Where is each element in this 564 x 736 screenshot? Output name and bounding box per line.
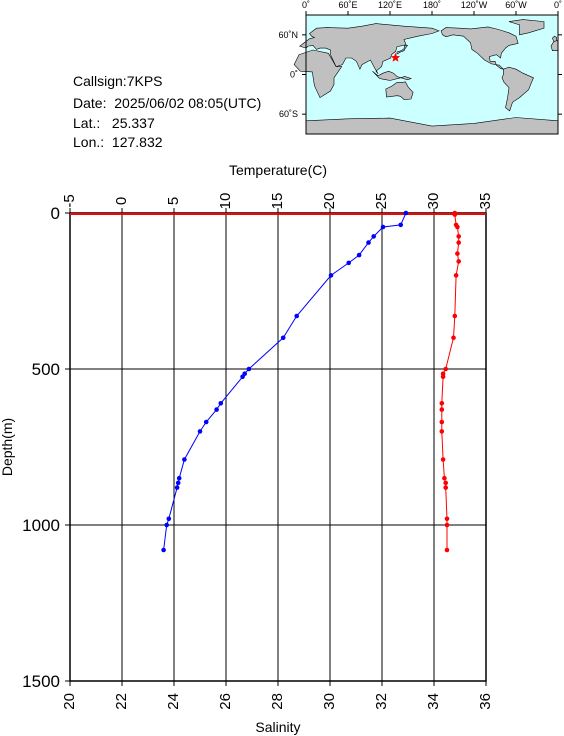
map-lon-label: 0˚	[302, 0, 310, 10]
temperature-data-point	[294, 313, 300, 319]
temperature-data-point	[164, 522, 169, 528]
salinity-data-point	[440, 374, 446, 380]
salinity-data-point	[452, 212, 458, 217]
temperature-data-point	[174, 485, 180, 490]
depth-tick-label: 1500	[22, 672, 60, 691]
salinity-data-point	[456, 259, 462, 264]
temperature-tick-label: -5	[61, 194, 78, 207]
salinity-data-point	[440, 457, 446, 462]
salinity-data-point	[456, 240, 462, 245]
temperature-tick-label: 0	[113, 197, 130, 205]
salinity-data-point	[439, 407, 445, 412]
temperature-data-point	[240, 374, 245, 380]
salinity-data-point	[444, 522, 450, 528]
temperature-data-point	[366, 240, 371, 245]
land-japan	[396, 45, 409, 55]
lat-text: Lat.: 25.337	[73, 115, 155, 131]
salinity-profile-line	[441, 213, 460, 550]
depth-tick-label: 0	[51, 204, 60, 223]
land-north-america	[440, 26, 519, 70]
depth-tick-label: 1000	[22, 516, 60, 535]
salinity-data-point	[443, 366, 449, 372]
map-lat-label: 60˚S	[279, 109, 298, 119]
date-text: Date: 2025/06/02 08:05(UTC)	[73, 95, 262, 111]
salinity-tick-label: 32	[373, 693, 390, 710]
salinity-tick-label: 22	[113, 693, 130, 710]
temperature-data-point	[403, 210, 409, 216]
salinity-axis-title: Salinity	[255, 719, 300, 735]
temperature-tick-label: 15	[269, 193, 286, 210]
temperature-data-point	[161, 547, 166, 553]
salinity-data-point	[439, 419, 445, 425]
temperature-data-point	[280, 335, 286, 341]
salinity-tick-label: 28	[269, 693, 286, 710]
temperature-data-point	[203, 419, 209, 425]
salinity-tick-label: 26	[217, 693, 234, 710]
world-map: 0˚ 60˚E 120˚E 180˚ 120˚W 60˚W 0˚ 60˚N 0˚ 60˚S	[278, 0, 562, 135]
salinity-data-point	[444, 516, 450, 522]
salinity-data-point	[439, 429, 445, 434]
map-lon-label: 0˚	[554, 0, 562, 10]
depth-axis-title: Depth(m)	[0, 418, 15, 476]
salinity-data-point	[439, 401, 445, 406]
callsign-text: Callsign:7KPS	[73, 73, 163, 89]
temperature-data-point	[346, 260, 352, 266]
temperature-tick-label: 30	[425, 193, 442, 210]
temperature-data-point	[176, 475, 182, 481]
temperature-tick-label: 25	[373, 193, 390, 210]
temperature-data-point	[214, 407, 219, 412]
salinity-data-point	[455, 251, 460, 256]
land-south-america	[501, 66, 534, 112]
map-lon-label: 180˚	[423, 0, 441, 10]
land-british-isles	[552, 35, 557, 42]
map-lon-label: 120˚W	[461, 0, 488, 10]
salinity-data-point	[455, 224, 460, 230]
salinity-data-point	[456, 234, 462, 239]
salinity-data-point	[444, 547, 450, 553]
temperature-data-point	[246, 366, 252, 372]
salinity-data-point	[443, 480, 449, 486]
temperature-data-point	[218, 401, 224, 406]
salinity-data-point	[451, 335, 456, 341]
temperature-tick-label: 10	[217, 193, 234, 210]
temperature-data-point	[175, 480, 181, 486]
map-lon-label: 120˚E	[378, 0, 402, 10]
temperature-axis-title: Temperature(C)	[229, 162, 327, 178]
temperature-data-point	[371, 234, 377, 239]
land-indonesia	[372, 70, 412, 81]
lon-text: Lon.: 127.832	[73, 134, 163, 150]
temperature-tick-label: 20	[321, 193, 338, 210]
salinity-data-point	[453, 273, 459, 278]
salinity-data-point	[443, 485, 449, 490]
temperature-data-point	[182, 457, 187, 462]
salinity-data-point	[452, 313, 458, 319]
salinity-tick-label: 36	[477, 693, 494, 710]
temperature-data-point	[398, 222, 404, 228]
salinity-tick-label: 30	[321, 693, 338, 710]
temperature-data-point	[166, 516, 172, 522]
salinity-tick-label: 34	[425, 693, 442, 710]
depth-tick-label: 500	[32, 360, 60, 379]
temperature-tick-label: 35	[477, 193, 494, 210]
salinity-tick-label: 20	[61, 693, 78, 710]
temperature-data-point	[380, 224, 386, 230]
temperature-data-point	[356, 252, 362, 258]
salinity-data-point	[442, 475, 447, 481]
temperature-profile-line	[163, 212, 407, 551]
map-lat-label: 60˚N	[278, 30, 298, 40]
map-lat-label: 0˚	[290, 70, 298, 80]
map-lon-label: 60˚W	[505, 0, 527, 10]
land-australia	[385, 81, 414, 100]
temperature-tick-label: 5	[165, 197, 182, 205]
temperature-data-point	[197, 429, 203, 434]
station-marker-star	[390, 52, 401, 62]
map-lon-label: 60˚E	[338, 0, 357, 10]
salinity-tick-label: 24	[165, 693, 182, 710]
temperature-data-point	[328, 273, 334, 278]
land-greenland	[508, 19, 545, 36]
